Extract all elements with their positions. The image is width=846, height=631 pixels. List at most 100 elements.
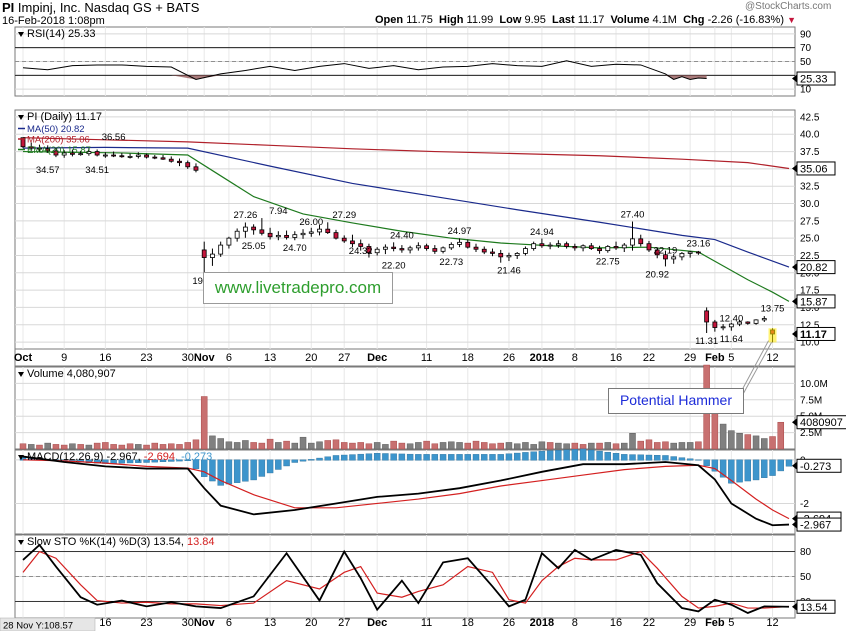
macd-histogram-bar — [777, 459, 784, 472]
candle-body — [572, 246, 578, 249]
high-value: 11.99 — [466, 14, 494, 26]
price-annotation-label: 27.29 — [332, 210, 356, 221]
candle-body — [185, 162, 191, 168]
volume-bar — [250, 442, 257, 450]
legend-triangle-icon — [18, 540, 24, 545]
macd-histogram-bar — [275, 459, 282, 470]
candle-body — [86, 151, 92, 155]
volume-bar — [588, 442, 595, 450]
y-tick-label: 37.5 — [800, 147, 820, 158]
candle-body — [720, 326, 726, 329]
stockcharts-watermark: @StockCharts.com — [745, 1, 832, 12]
volume-bar — [85, 444, 93, 450]
volume-bar — [752, 435, 760, 450]
price-annotation-label: 11.31 — [695, 336, 718, 347]
candle-body — [366, 246, 372, 254]
last-candle-highlight — [768, 328, 777, 343]
candle-body — [267, 232, 273, 238]
macd-histogram-bar — [126, 459, 134, 464]
macd-histogram-bar — [744, 459, 752, 482]
candle-body — [654, 249, 660, 256]
candle-body — [605, 246, 611, 252]
candle-body — [218, 244, 224, 255]
volume-bar — [275, 442, 282, 450]
volume-bar — [555, 442, 562, 450]
date-axis-label: 18 — [462, 352, 474, 364]
stoch-legend-title: Slow STO %K(14) %D(3) 13.54, 13.84 — [27, 536, 215, 548]
candle-body — [638, 238, 644, 245]
candle-body — [490, 251, 495, 254]
macd-histogram-bar — [695, 459, 702, 461]
volume-bar — [744, 434, 752, 450]
volume-bar — [266, 438, 274, 450]
stoch-date-label: 16 — [99, 617, 111, 629]
macd-legend-title: MACD(12,26,9) -2.967, -2.694, -0.273 — [27, 451, 212, 463]
candle-body — [193, 166, 199, 171]
macd-histogram-bar — [192, 459, 200, 469]
macd-histogram-bar — [341, 454, 348, 461]
stoch-date-label: 12 — [766, 617, 778, 629]
price-tag-pointer — [792, 263, 797, 272]
volume-bar — [77, 444, 84, 450]
candle-body — [242, 226, 248, 232]
volume-bar — [192, 439, 200, 450]
macd-histogram-bar — [118, 459, 126, 464]
annotation-pointer-line — [741, 342, 772, 397]
volume-bar — [357, 442, 364, 450]
macd-histogram-bar — [439, 454, 447, 461]
legend-triangle-icon — [18, 455, 24, 460]
macd-histogram-bar — [579, 448, 587, 461]
macd-histogram-bar — [258, 459, 266, 477]
macd-histogram-bar — [201, 459, 208, 477]
candle-body — [325, 228, 331, 234]
price-annotation-label: 34.57 — [36, 165, 60, 176]
last-label: Last — [552, 14, 575, 26]
stoch-tag: 13.54 — [800, 602, 828, 614]
price-annotation-label: 24.32 — [349, 246, 373, 257]
price-annotation-label: 27.40 — [621, 210, 645, 221]
volume-bar — [316, 441, 323, 450]
candle-body — [432, 248, 438, 252]
macd-panel-frame — [14, 449, 796, 535]
low-label: Low — [499, 14, 522, 26]
volume-bar — [118, 444, 126, 450]
date-axis-label: 12 — [766, 352, 778, 364]
candle-body — [597, 248, 602, 252]
volume-bar — [126, 443, 134, 450]
price-tag: 20.82 — [800, 262, 828, 274]
macd-histogram-bar — [621, 454, 628, 461]
volume-bar — [497, 442, 504, 450]
macd-histogram-bar — [291, 459, 299, 463]
candle-body — [531, 243, 537, 249]
volume-legend-title: Volume 4,080,907 — [27, 368, 116, 380]
macd-histogram-bar — [168, 459, 175, 462]
macd-histogram-bar — [588, 449, 595, 461]
volume-bar — [176, 444, 183, 450]
candle-body — [234, 230, 240, 239]
candle-body — [523, 248, 528, 254]
legend-triangle-icon — [18, 115, 24, 120]
price-annotation-label: 24.97 — [448, 226, 472, 237]
y-tick-label: 27.5 — [800, 216, 820, 227]
price-legend-item: MA(50) 20.82 — [27, 124, 85, 135]
candle-body — [564, 243, 570, 247]
price-annotation-label: 22.20 — [382, 261, 406, 272]
candle-body — [679, 252, 685, 258]
macd-histogram-bar — [785, 459, 793, 467]
volume-bar — [736, 433, 743, 450]
macd-legend-main: MACD(12,26,9) -2.967, — [27, 451, 144, 463]
volume-bar — [513, 443, 521, 450]
y-tick-label: 7.5M — [800, 395, 822, 406]
y-tick-label: 17.5 — [800, 286, 820, 297]
volume-bar — [563, 443, 570, 450]
macd-histogram-bar — [505, 453, 513, 461]
macd-histogram-bar — [184, 459, 191, 461]
ticker-symbol: PI — [2, 0, 15, 15]
volume-bar — [761, 438, 768, 450]
volume-bar — [645, 439, 653, 450]
candle-body — [588, 245, 594, 249]
candle-body — [547, 244, 553, 247]
candle-body — [399, 248, 405, 251]
y-tick-label: 12.5 — [800, 320, 820, 331]
macd-histogram-bar — [135, 459, 142, 463]
